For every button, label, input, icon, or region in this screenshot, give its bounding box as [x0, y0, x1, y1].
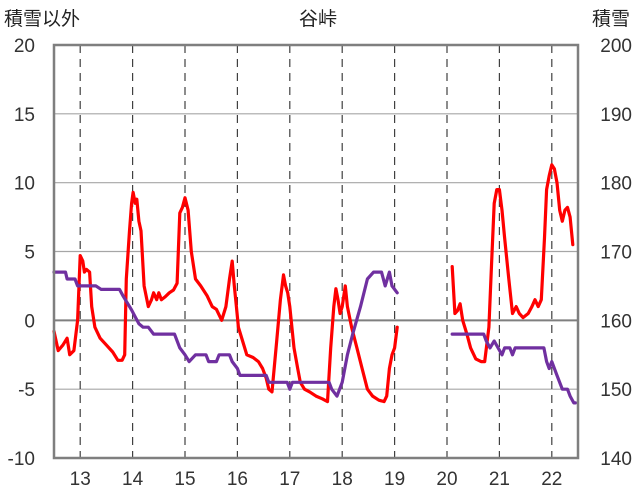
x-tick-label: 22	[541, 469, 562, 490]
tick-labels: 20 15 10 5 0 -5 -10 200 190 180 170 160 150 140 13 14 15…	[8, 36, 632, 490]
left-tick-label: -10	[8, 449, 35, 470]
left-tick-label: 0	[24, 311, 35, 332]
right-tick-label: 190	[600, 105, 632, 126]
right-tick-label: 150	[600, 380, 632, 401]
x-tick-label: 17	[279, 469, 300, 490]
series-line-1-segment-1	[52, 190, 399, 404]
series-line-1-segment-2	[450, 163, 575, 364]
left-tick-label: 15	[14, 105, 35, 126]
right-tick-label: 170	[600, 243, 632, 264]
x-tick-label: 21	[489, 469, 510, 490]
plot-frame	[52, 43, 580, 460]
left-tick-label: 10	[14, 174, 35, 195]
left-tick-label: -5	[18, 380, 35, 401]
x-tick-label: 15	[174, 469, 195, 490]
right-tick-label: 140	[600, 449, 632, 470]
right-axis-label: 積雪	[592, 8, 630, 30]
left-tick-label: 20	[14, 36, 35, 57]
x-tick-label: 19	[384, 469, 405, 490]
left-axis-label: 積雪以外	[4, 8, 80, 30]
x-tick-label: 14	[122, 469, 144, 490]
x-tick-label: 20	[436, 469, 457, 490]
x-tick-label: 13	[70, 469, 91, 490]
left-tick-label: 5	[24, 243, 35, 264]
x-tick-label: 18	[332, 469, 353, 490]
right-tick-label: 180	[600, 174, 632, 195]
series-line-2-segment-2	[450, 332, 577, 405]
chart-title: 谷峠	[299, 8, 337, 30]
series-line-2-segment-1	[52, 270, 399, 398]
series-group	[52, 163, 577, 405]
right-tick-label: 160	[600, 311, 632, 332]
x-tick-label: 16	[227, 469, 248, 490]
right-tick-label: 200	[600, 36, 632, 57]
